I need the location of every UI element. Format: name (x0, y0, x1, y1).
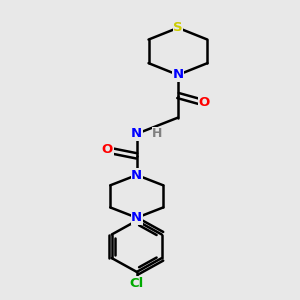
Text: H: H (152, 127, 163, 140)
Text: Cl: Cl (130, 277, 144, 290)
Text: N: N (172, 68, 184, 81)
Text: N: N (131, 169, 142, 182)
Text: N: N (131, 211, 142, 224)
Text: N: N (131, 127, 142, 140)
Text: O: O (102, 143, 113, 157)
Text: O: O (199, 96, 210, 110)
Text: S: S (173, 21, 183, 34)
